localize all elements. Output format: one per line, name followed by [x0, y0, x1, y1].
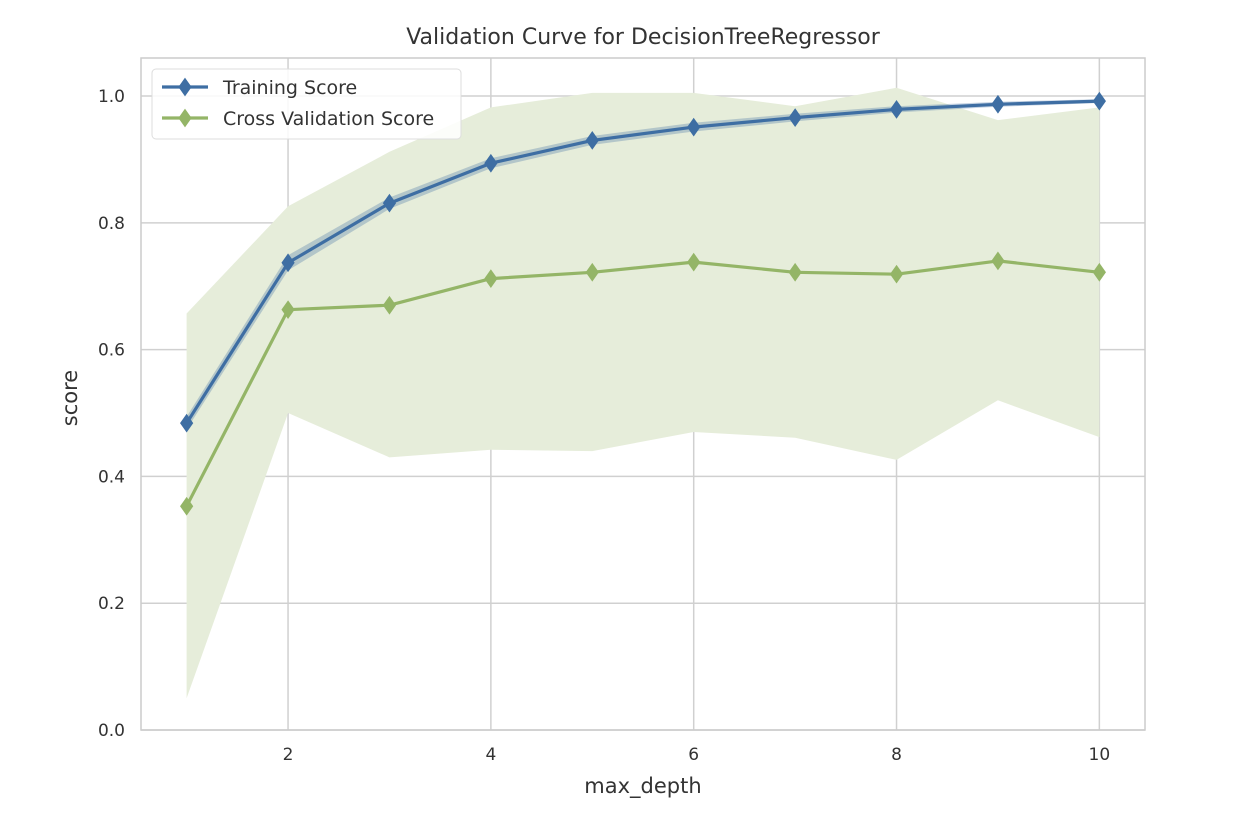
legend-label: Cross Validation Score — [223, 108, 434, 130]
training-score-point — [889, 99, 904, 119]
plot-frame — [140, 57, 1146, 731]
cv-score-point — [788, 262, 802, 282]
y-tick-label: 1.0 — [98, 87, 125, 107]
y-tick-label: 0.2 — [98, 594, 125, 614]
cv-score-point — [687, 252, 701, 272]
legend-marker — [178, 108, 192, 128]
legend: Training Score Cross Validation Score — [151, 68, 462, 140]
y-axis-label: score — [58, 370, 82, 426]
cv-score-point — [484, 269, 498, 288]
cv-score-band — [186, 87, 1100, 699]
training-score-point — [180, 413, 194, 433]
legend-label: Training Score — [222, 77, 357, 99]
training-score-point — [1092, 91, 1106, 111]
cv-score-point — [1092, 262, 1106, 282]
training-score-point — [788, 108, 802, 127]
cv-score-point — [991, 251, 1005, 271]
y-tick-label: 0.6 — [98, 341, 125, 361]
training-score-point — [281, 253, 295, 273]
legend-marker — [178, 77, 192, 97]
plot-area: 2 4 6 8 10 0.0 0.2 0.4 0.6 0.8 1.0 — [98, 57, 1146, 765]
x-tick-label: 2 — [283, 745, 294, 765]
training-score-line — [185, 99, 1100, 425]
x-tick-label: 10 — [1089, 745, 1111, 765]
y-tick-label: 0.4 — [98, 467, 125, 487]
y-tick-label: 0.8 — [98, 214, 125, 234]
training-score-point — [585, 131, 599, 150]
x-axis-label: max_depth — [584, 774, 701, 799]
training-score-point — [484, 153, 498, 173]
cv-score-point — [281, 300, 295, 320]
training-score-point — [382, 193, 397, 213]
x-tick-label: 4 — [485, 745, 496, 765]
training-score-point — [687, 117, 701, 137]
cv-score-line — [185, 259, 1100, 507]
chart-title: Validation Curve for DecisionTreeRegress… — [406, 25, 881, 50]
cv-score-point — [382, 295, 397, 315]
x-tick-label: 6 — [688, 745, 699, 765]
cv-score-point — [889, 264, 904, 284]
x-tick-label: 8 — [891, 745, 902, 765]
cv-score-point — [180, 496, 194, 516]
cv-score-point — [585, 262, 599, 282]
training-score-point — [991, 94, 1005, 114]
legend-box — [151, 68, 462, 140]
y-tick-label: 0.0 — [98, 721, 125, 741]
